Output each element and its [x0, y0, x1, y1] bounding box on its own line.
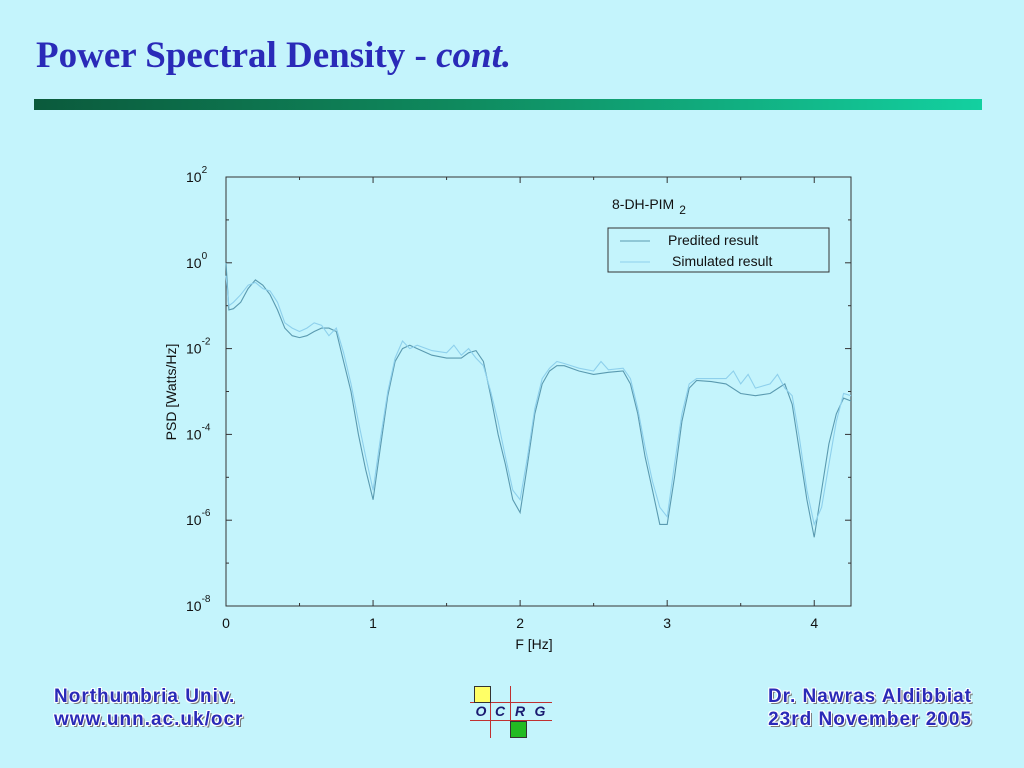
- y-tick-label: 102: [186, 165, 208, 185]
- footer-author: Dr. Nawras Aldibbiat: [767, 686, 972, 707]
- logo-line-h1: [470, 702, 552, 703]
- slide-title: Power Spectral Density - cont.: [36, 34, 511, 77]
- legend-label-simulated: Simulated result: [672, 253, 772, 269]
- chart-annotation-subscript: 2: [679, 203, 686, 217]
- logo-letter-g: G: [534, 703, 546, 719]
- logo-letter-c: C: [494, 703, 506, 719]
- y-tick-label: 10-6: [186, 508, 211, 528]
- ocrg-logo: O C R G: [470, 686, 552, 738]
- legend-label-predicted: Predited result: [668, 232, 758, 248]
- logo-line-v1: [490, 686, 491, 738]
- legend: Predited result Simulated result: [607, 227, 830, 273]
- y-tick-label: 10-2: [186, 337, 211, 357]
- x-tick-label: 0: [222, 615, 230, 631]
- y-tick-label: 100: [186, 251, 208, 271]
- axis-ticks: [225, 176, 851, 607]
- logo-yellow-square: [474, 686, 491, 703]
- y-tick-label: 10-4: [186, 422, 211, 442]
- x-tick-label: 3: [663, 615, 671, 631]
- x-axis-label: F [Hz]: [515, 636, 552, 652]
- slide-title-main: Power Spectral Density -: [36, 35, 437, 76]
- slide-title-emphasis: cont.: [436, 35, 512, 76]
- y-tick-labels: 10-8 10-6 10-4 10-2 100 102: [186, 165, 211, 614]
- series-lines: [225, 262, 852, 538]
- logo-line-h2: [470, 720, 552, 721]
- y-axis-label: PSD [Watts/Hz]: [163, 344, 179, 441]
- x-tick-labels: 0 1 2 3 4: [222, 615, 818, 631]
- x-tick-label: 1: [369, 615, 377, 631]
- logo-letter-o: O: [475, 703, 487, 719]
- logo-line-v2: [510, 686, 511, 738]
- x-tick-label: 4: [810, 615, 818, 631]
- legend-box: [607, 227, 830, 273]
- footer-website: www.unn.ac.uk/ocr: [54, 709, 244, 730]
- y-tick-label: 10-8: [186, 594, 211, 614]
- psd-chart: 0 1 2 3 4 10-8 10-6 10-4 10-2 100 102 8-DH-PIM 2 P…: [163, 165, 852, 652]
- series-line-simulated: [225, 275, 852, 527]
- logo-letter-r: R: [514, 703, 526, 719]
- logo-green-square: [510, 721, 527, 738]
- series-line-predicted: [225, 262, 852, 538]
- footer-date: 23rd November 2005: [768, 709, 972, 730]
- x-tick-label: 2: [516, 615, 524, 631]
- footer-university: Northumbria Univ.: [54, 686, 236, 707]
- chart-annotation: 8-DH-PIM 2: [612, 196, 686, 217]
- title-underline-bar: [34, 99, 982, 110]
